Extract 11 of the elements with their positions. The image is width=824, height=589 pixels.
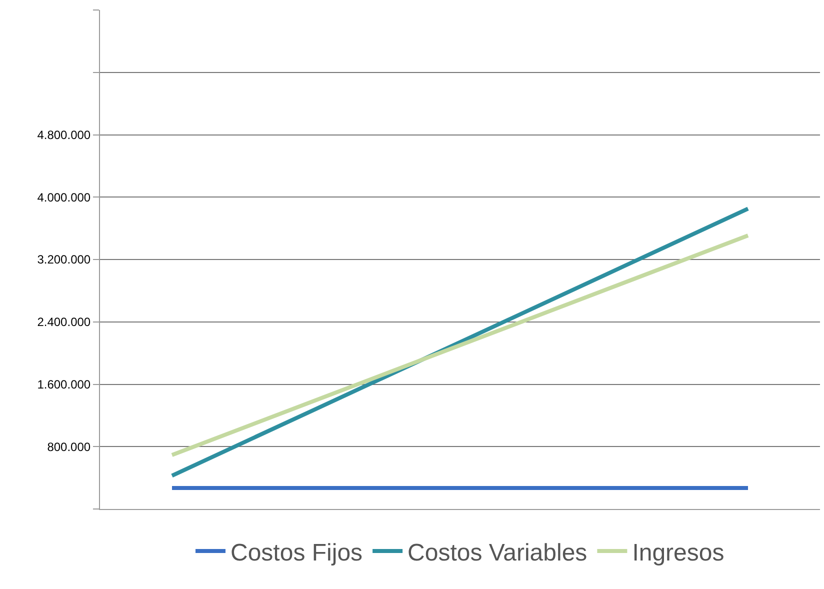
line-series — [170, 233, 750, 458]
y-tick-label: 4.800.000 — [37, 128, 91, 142]
line-series — [170, 206, 750, 478]
legend-label: Ingresos — [632, 539, 724, 566]
y-tick-label: 3.200.000 — [37, 252, 91, 267]
y-tick-label: 2.400.000 — [37, 315, 91, 330]
y-tick-label: 1.600.000 — [37, 377, 91, 392]
y-tick-label: 4.000.000 — [37, 190, 91, 204]
y-tick-label: 800.000 — [47, 440, 91, 454]
legend-label: Costos Variables — [408, 539, 588, 566]
legend-label: Costos Fijos — [230, 539, 363, 566]
